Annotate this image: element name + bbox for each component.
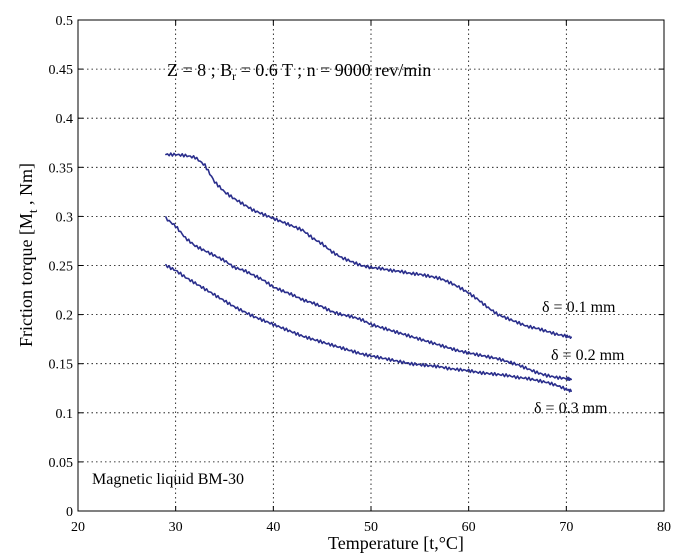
y-tick-label-7: 0.35 — [49, 161, 74, 176]
y-tick-label-10: 0.5 — [56, 14, 74, 29]
series-label-0-1mm: δ = 0.1 mm — [542, 299, 616, 316]
y-tick-label-5: 0.25 — [49, 260, 74, 275]
series-label-0-3mm: δ = 0.3 mm — [534, 400, 608, 417]
x-tick-label-80: 80 — [657, 520, 671, 535]
x-tick-label-40: 40 — [266, 520, 280, 535]
annotation-parameters-part1: Z = 8 ; B — [167, 60, 232, 80]
y-tick-label-1: 0.05 — [49, 456, 74, 471]
tick-labels: 20 30 40 50 60 70 80 0 0.05 0.1 0.15 0.2 0.25 0.3 0.35… — [49, 14, 672, 535]
x-tick-label-60: 60 — [462, 520, 476, 535]
y-axis-label-tail: , Nm] — [16, 163, 36, 210]
annotation-parameters-subscript: r — [232, 69, 236, 83]
x-tick-label-30: 30 — [169, 520, 183, 535]
series-line-2 — [165, 263, 572, 393]
annotation-parameters: Z = 8 ; Br = 0.6 T ; n = 9000 rev/min — [167, 60, 431, 83]
y-tick-label-2: 0.1 — [56, 407, 74, 422]
x-tick-label-70: 70 — [559, 520, 573, 535]
annotation-magnetic-liquid: Magnetic liquid BM-30 — [92, 471, 244, 488]
series-line-0 — [165, 152, 572, 339]
y-tick-label-9: 0.45 — [49, 63, 74, 78]
x-tick-label-50: 50 — [364, 520, 378, 535]
series-label-0-2mm: δ = 0.2 mm — [551, 347, 625, 364]
series-labels: δ = 0.1 mm δ = 0.2 mm δ = 0.3 mm — [534, 299, 625, 417]
annotation-parameters-part2: = 0.6 T ; n = 9000 rev/min — [236, 60, 431, 80]
x-axis-label: Temperature [t,°C] — [328, 533, 464, 553]
series-line-1 — [165, 216, 572, 381]
y-tick-label-4: 0.2 — [56, 309, 74, 324]
axis-ticks — [77, 19, 665, 512]
y-axis-label-main: Friction torque [M — [16, 213, 36, 347]
y-tick-label-0: 0 — [66, 505, 73, 520]
y-axis-label: Friction torque [Mt , Nm] — [16, 163, 40, 347]
x-tick-label-20: 20 — [71, 520, 85, 535]
y-tick-label-6: 0.3 — [56, 210, 74, 225]
y-tick-label-3: 0.15 — [49, 358, 74, 373]
series-lines — [165, 152, 572, 393]
y-axis-label-subscript: t — [25, 209, 40, 213]
y-tick-label-8: 0.4 — [56, 112, 74, 127]
